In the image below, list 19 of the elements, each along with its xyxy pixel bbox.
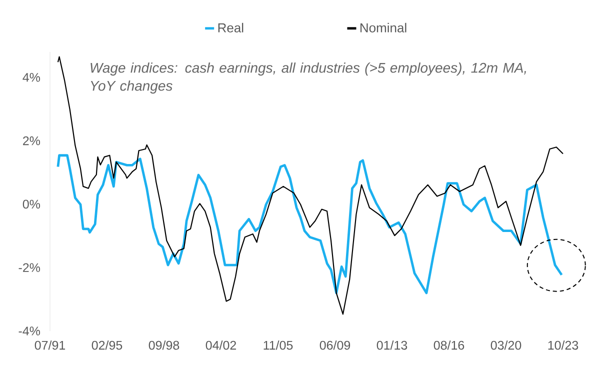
annotation: Wage indices: cash earnings, all industries (>5 employees), 12m MA, YoY changes <box>90 62 526 94</box>
x-tick-label: 04/02 <box>206 340 236 350</box>
x-tick-label: 01/13 <box>376 340 408 350</box>
legend-label: Nominal <box>360 22 406 32</box>
x-tick-label: 06/09 <box>320 340 350 350</box>
x-tick-label: 11/05 <box>264 340 293 350</box>
x-tick-label: 02/95 <box>92 340 122 350</box>
x-tick-label: 03/20 <box>490 340 522 350</box>
legend-label: Real <box>218 22 244 32</box>
y-tick-label: -4% <box>18 326 40 336</box>
x-tick-label: 07/91 <box>34 340 66 350</box>
line-series <box>57 56 564 315</box>
y-tick-label: 0% <box>22 200 40 209</box>
y-tick-label: 2% <box>23 136 40 146</box>
x-tick-label: 10/23 <box>548 340 578 350</box>
y-tick-label: 4% <box>22 73 40 82</box>
x-tick-label: 08/16 <box>434 340 464 350</box>
x-tick-label: 09/98 <box>148 340 180 350</box>
y-tick-label: -2% <box>18 263 40 272</box>
